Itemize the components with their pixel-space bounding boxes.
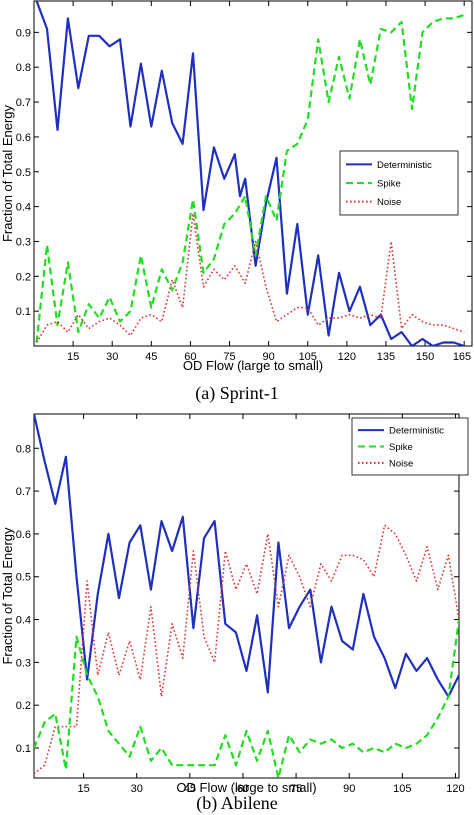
y-tick-label: 0.8 bbox=[16, 443, 31, 455]
y-tick-label: 0.9 bbox=[16, 27, 31, 39]
y-tick-label: 0.6 bbox=[16, 132, 31, 144]
x-tick-label: 105 bbox=[299, 351, 317, 363]
chart-1: 15 30 45 60 75 90 105 120 135 150 165 0.1 0.2 0.3 0.4 0… bbox=[0, 0, 473, 404]
series-line-noise bbox=[34, 524, 459, 775]
x-tick-label: 135 bbox=[377, 351, 395, 363]
x-tick-label: 45 bbox=[145, 351, 157, 363]
y-tick-label: 0.4 bbox=[16, 615, 31, 627]
y-tick-label: 0.5 bbox=[16, 572, 31, 584]
x-tick-label: 150 bbox=[416, 351, 434, 363]
y-tick-label: 0.1 bbox=[16, 306, 31, 318]
y-tick-label: 0.7 bbox=[16, 486, 31, 498]
x-tick-label: 15 bbox=[77, 783, 89, 795]
legend: Deterministic Spike Noise bbox=[351, 417, 469, 476]
x-tick-label: 120 bbox=[338, 351, 356, 363]
x-tick-label: 165 bbox=[453, 351, 471, 363]
x-tick-label: 90 bbox=[343, 783, 355, 795]
x-tick-label: 45 bbox=[184, 783, 196, 795]
y-tick-label: 0.1 bbox=[16, 743, 31, 755]
legend-label: Spike bbox=[377, 179, 401, 190]
y-tick-label: 0.4 bbox=[16, 202, 31, 214]
x-tick-label: 75 bbox=[223, 351, 235, 363]
chart-2: 15 30 45 60 75 90 105 120 0.1 0.2 0.3 0.4 0.5 0.6 0.7 0… bbox=[0, 413, 469, 814]
y-tick-label: 0.7 bbox=[16, 97, 31, 109]
x-tick-label: 75 bbox=[290, 783, 302, 795]
legend-label: Noise bbox=[389, 458, 413, 469]
x-tick-label: 60 bbox=[184, 351, 196, 363]
x-tick-label: 30 bbox=[131, 783, 143, 795]
y-tick-label: 0.6 bbox=[16, 529, 31, 541]
y-tick-label: 0.5 bbox=[16, 167, 31, 179]
legend-label: Deterministic bbox=[377, 160, 432, 171]
series-line-spike bbox=[35, 13, 465, 343]
legend-label: Deterministic bbox=[389, 426, 444, 437]
y-tick-label: 0.2 bbox=[16, 271, 31, 283]
x-tick-label: 105 bbox=[393, 783, 411, 795]
y-tick-label: 0.3 bbox=[16, 657, 31, 669]
series-line-deterministic bbox=[35, 1, 465, 346]
x-tick-label: 30 bbox=[106, 351, 118, 363]
y-axis-label: Fraction of Total Energy bbox=[0, 527, 15, 665]
chart-caption: (a) Sprint-1 bbox=[195, 383, 278, 404]
x-tick-label: 90 bbox=[263, 351, 275, 363]
series-line-deterministic bbox=[34, 414, 459, 698]
legend: Deterministic Spike Noise bbox=[339, 150, 459, 216]
x-axis-label: OD Flow (large to small) bbox=[176, 780, 316, 795]
y-tick-label: 0.3 bbox=[16, 236, 31, 248]
chart-caption: (b) Abilene bbox=[196, 793, 277, 814]
x-tick-label: 15 bbox=[67, 351, 79, 363]
x-axis-label: OD Flow (large to small) bbox=[183, 358, 323, 373]
legend-label: Noise bbox=[377, 197, 401, 208]
series-line-spike bbox=[34, 619, 459, 778]
y-tick-label: 0.2 bbox=[16, 700, 31, 712]
legend-label: Spike bbox=[389, 442, 413, 453]
x-tick-label: 60 bbox=[237, 783, 249, 795]
x-tick-label: 120 bbox=[446, 783, 464, 795]
y-tick-label: 0.8 bbox=[16, 62, 31, 74]
y-axis-label: Fraction of Total Energy bbox=[0, 104, 15, 242]
